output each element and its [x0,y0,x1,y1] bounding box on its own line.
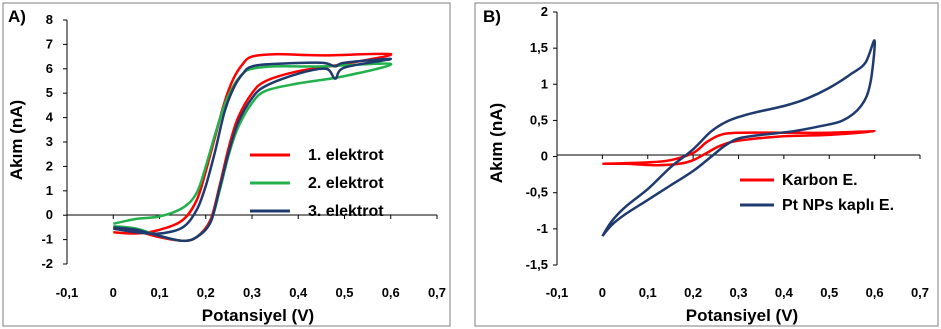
panel-label-b: B) [483,7,501,26]
x-tick-label-a: 0,4 [289,285,308,300]
frame-b [474,2,939,327]
x-axis-title-b: Potansiyel (V) [686,306,798,325]
x-tick-label-a: 0,2 [197,285,215,300]
x-tick-label-a: 0,3 [243,285,261,300]
x-tick-label-b: 0 [599,285,606,300]
y-tick-label-b: -1 [536,221,548,236]
x-tick-label-a: 0,5 [335,285,353,300]
y-tick-label-a: 1 [46,183,53,198]
frame-a [2,2,451,327]
x-tick-label-a: 0,6 [382,285,400,300]
panel-label-a: A) [8,7,26,26]
y-tick-label-a: 2 [46,158,53,173]
x-tick-label-a: -0,1 [56,285,78,300]
legend-label-a-2: 2. elektrot [308,175,384,192]
y-tick-label-b: 0,5 [530,112,548,127]
y-tick-label-b: 1 [541,76,548,91]
x-tick-label-a: 0,1 [150,285,168,300]
y-tick-label-a: 5 [46,85,53,100]
x-tick-label-a: 0,7 [428,285,446,300]
y-tick-label-b: 2 [541,4,548,19]
chart-panel-b: B) Akım (nA) Potansiyel (V) -1,5 -1 -0,5 0 0… [483,4,929,325]
x-tick-label-b: 0,3 [729,285,747,300]
series-line-b-2 [601,39,876,237]
legend-label-b-2: Pt NPs kaplı E. [782,197,894,214]
y-tick-label-a: 6 [46,61,53,76]
x-axis-title-a: Potansiyel (V) [202,306,314,325]
y-axis-title-b: Akım (nA) [487,103,506,183]
y-tick-label-b: 1,5 [530,40,548,55]
y-tick-label-b: 0 [541,149,548,164]
x-tick-label-b: 0,1 [639,285,657,300]
y-tick-label-a: 8 [46,12,53,27]
y-tick-label-b: -0,5 [526,185,548,200]
series-line-a-3 [113,57,393,243]
y-tick-label-a: -2 [41,256,53,271]
x-tick-label-b: 0,4 [775,285,794,300]
x-tick-label-b: 0,7 [911,285,929,300]
y-tick-label-a: 7 [46,36,53,51]
legend-label-a-3: 3. elektrot [308,203,384,220]
x-tick-label-a: 0 [110,285,117,300]
legend-label-a-1: 1. elektrot [308,147,384,164]
x-tick-label-b: 0,2 [684,285,702,300]
x-tick-label-b: -0,1 [546,285,568,300]
legend-label-b-1: Karbon E. [782,172,858,189]
series-line-b-1 [602,129,876,167]
x-tick-label-b: 0,6 [866,285,884,300]
y-tick-label-a: 4 [46,110,54,125]
y-tick-label-a: 0 [46,207,53,222]
y-tick-label-a: 3 [46,134,53,149]
chart-panel-a: A) Akım (nA) Potansiyel (V) -2 -1 0 1 2 3 4 5 6 7… [7,7,446,325]
y-tick-label-a: -1 [41,232,53,247]
y-axis-title-a: Akım (nA) [7,100,26,180]
x-tick-label-b: 0,5 [820,285,838,300]
y-tick-label-b: -1,5 [526,257,548,272]
